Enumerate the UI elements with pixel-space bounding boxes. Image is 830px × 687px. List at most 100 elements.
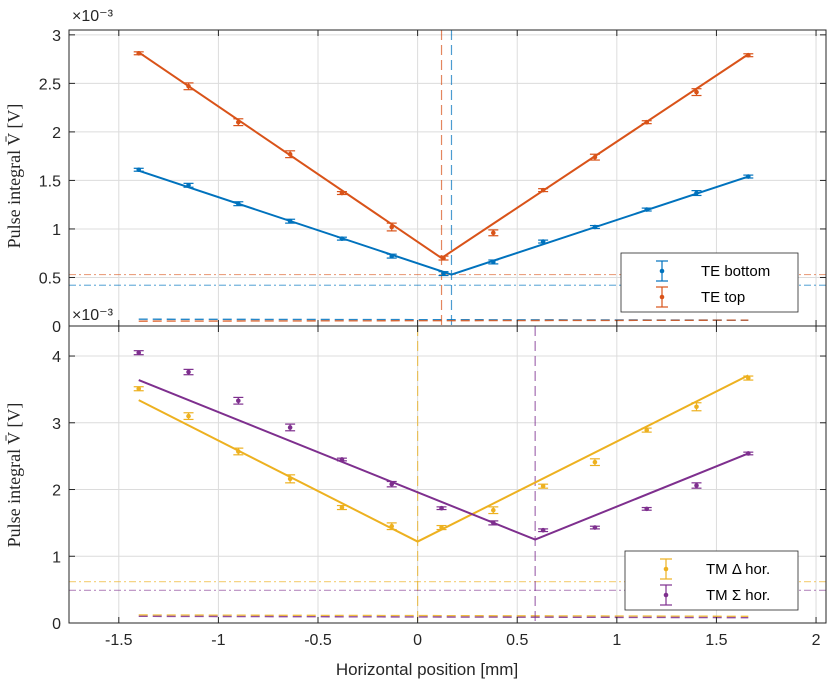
data-point-tm-hor [439, 525, 444, 530]
data-point-te-bottom [694, 190, 699, 196]
data-point-tm-hor [746, 451, 751, 456]
legend-label-tm-sigma: TM Σ hor. [706, 587, 770, 604]
bottom-exponent-label: ×10⁻³ [72, 307, 114, 324]
data-point-te-bottom [441, 271, 446, 276]
data-point-te-top [186, 83, 191, 89]
data-point-te-top [389, 224, 395, 230]
bottom-axes-frame [68, 325, 827, 624]
bottom-series [133, 350, 754, 543]
data-point-tm-hor [439, 505, 444, 511]
legend-symbol-point [663, 592, 669, 598]
data-point-tm-hor [339, 505, 345, 510]
y-tick-label: 0 [52, 616, 61, 633]
data-point-tm-hor [389, 481, 395, 487]
data-point-te-top [694, 89, 699, 95]
legend-symbol-point [663, 566, 669, 572]
data-point-tm-hor [186, 369, 191, 375]
data-point-tm-hor [644, 506, 650, 512]
data-point-te-top [540, 187, 546, 193]
top-exponent-label: ×10⁻³ [72, 8, 114, 25]
x-tick-label: 0.5 [506, 632, 528, 649]
data-point-tm-hor [694, 483, 699, 488]
baseline-tm-hor [138, 615, 749, 619]
data-point-tm-hor [136, 386, 142, 392]
y-tick-label: 3 [52, 416, 61, 433]
data-point-tm-hor [491, 520, 496, 526]
data-point-te-top [339, 190, 345, 196]
x-tick-label: 2 [812, 632, 821, 649]
legend-label-tm-delta: TM Δ hor. [706, 561, 770, 578]
y-tick-label: 1.5 [39, 173, 61, 190]
x-tick-label: -1.5 [105, 632, 133, 649]
data-point-tm-hor [236, 449, 241, 454]
data-point-te-top [287, 151, 293, 157]
x-tick-label: 1.5 [705, 632, 727, 649]
data-point-tm-hor [746, 375, 751, 381]
x-tick-label: 0 [413, 632, 422, 649]
data-point-tm-hor [287, 425, 293, 430]
data-point-te-bottom [540, 239, 546, 244]
data-point-tm-hor [287, 476, 293, 482]
data-point-tm-hor [694, 404, 699, 410]
legend-symbol-point [659, 268, 665, 274]
fit-line-tm-hor [138, 374, 749, 543]
data-point-te-bottom [644, 207, 650, 212]
data-point-te-top [136, 50, 142, 56]
data-point-te-bottom [287, 218, 293, 224]
legend-label-te-bottom: TE bottom [701, 263, 770, 280]
y-tick-label: 0 [52, 319, 61, 336]
data-point-tm-hor [389, 523, 395, 529]
data-point-tm-hor [592, 525, 598, 530]
data-point-tm-hor [136, 350, 142, 355]
data-point-tm-hor [592, 459, 598, 465]
data-point-tm-hor [236, 398, 241, 404]
data-point-tm-hor [644, 427, 650, 433]
data-point-tm-hor [491, 507, 496, 513]
y-tick-label: 2.5 [39, 76, 61, 93]
data-point-te-top [441, 255, 446, 261]
data-point-te-top [592, 154, 598, 160]
x-tick-label: -0.5 [304, 632, 332, 649]
x-tick-label: 1 [612, 632, 621, 649]
data-point-te-bottom [339, 236, 345, 241]
bottom-legend: TM Δ hor. TM Σ hor. [624, 550, 799, 611]
data-point-te-top [644, 119, 650, 125]
data-point-te-top [236, 119, 241, 125]
data-point-te-bottom [236, 201, 241, 207]
data-point-te-bottom [136, 167, 142, 173]
y-tick-label: 1 [52, 222, 61, 239]
y-tick-label: 2 [52, 125, 61, 142]
data-point-tm-hor [186, 413, 191, 419]
bottom-grid [69, 326, 826, 624]
baseline-te-top [138, 319, 749, 322]
bottom-y-axis-label: Pulse integral V̄ [V] [4, 403, 24, 548]
y-tick-label: 4 [52, 349, 61, 366]
top-y-axis-label: Pulse integral V̄ [V] [4, 104, 24, 249]
data-point-tm-hor [540, 527, 546, 533]
top-series [133, 50, 754, 277]
top-legend-box [620, 252, 799, 313]
baseline-tm-hor [138, 614, 749, 618]
data-point-te-top [746, 52, 751, 58]
x-tick-label: -1 [211, 632, 225, 649]
bottom-legend-box [624, 550, 799, 611]
y-tick-label: 3 [52, 28, 61, 45]
legend-label-te-top: TE top [701, 289, 745, 306]
bottom-ticks: -1.5 -1 -0.5 0 0.5 1 1.5 2 0 1 2 3 4 [52, 326, 826, 649]
y-tick-label: 1 [52, 549, 61, 566]
data-point-tm-hor [339, 457, 345, 462]
y-tick-label: 0.5 [39, 270, 61, 287]
data-point-te-bottom [746, 174, 751, 179]
data-point-tm-hor [540, 483, 546, 489]
data-point-te-bottom [389, 253, 395, 259]
y-tick-label: 2 [52, 483, 61, 500]
data-point-te-bottom [186, 182, 191, 188]
fit-line-tm-hor [138, 379, 749, 541]
data-point-te-bottom [592, 224, 598, 230]
top-ticks: 0 0.5 1 1.5 2 2.5 3 [39, 28, 826, 336]
data-point-te-top [491, 230, 496, 236]
legend-symbol-point [659, 294, 665, 300]
bottom-panel: -1.5 -1 -0.5 0 0.5 1 1.5 2 0 1 2 3 4 ×10⁻³ Pulse int… [4, 307, 827, 679]
data-point-te-bottom [491, 259, 496, 265]
